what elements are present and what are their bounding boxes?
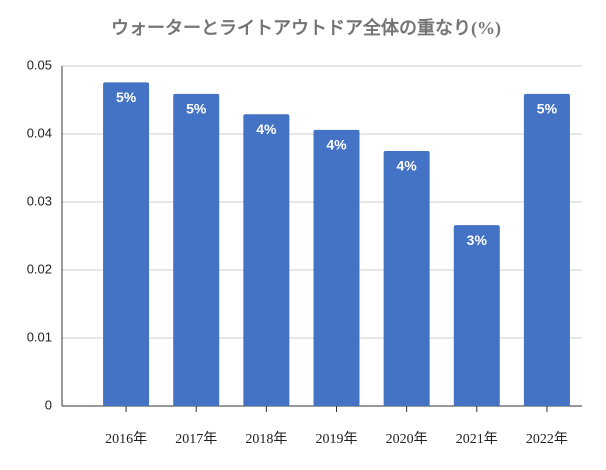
value-label: 5% bbox=[186, 101, 207, 117]
y-tick-label: 0.03 bbox=[27, 193, 52, 208]
chart-title: ウォーターとライトアウトドア全体の重なり(%) bbox=[111, 17, 501, 39]
y-tick-label: 0.05 bbox=[27, 57, 52, 72]
x-tick-label: 2020年 bbox=[386, 431, 428, 447]
x-tick-label: 2017年 bbox=[175, 431, 217, 447]
bar bbox=[523, 93, 570, 406]
y-tick-label: 0.01 bbox=[27, 329, 52, 344]
value-label: 5% bbox=[116, 89, 137, 105]
y-tick-label: 0.04 bbox=[27, 125, 52, 140]
x-tick-label: 2016年 bbox=[105, 431, 147, 447]
x-tick-label: 2022年 bbox=[526, 431, 568, 447]
value-label: 5% bbox=[537, 101, 558, 117]
bar bbox=[453, 225, 500, 406]
x-tick-label: 2018年 bbox=[245, 431, 287, 447]
value-label: 4% bbox=[397, 158, 418, 174]
bar bbox=[383, 151, 430, 406]
bar bbox=[313, 129, 360, 407]
bar bbox=[173, 93, 220, 406]
value-label: 3% bbox=[467, 232, 488, 248]
x-tick-label: 2021年 bbox=[456, 431, 498, 447]
value-label: 4% bbox=[326, 137, 347, 153]
bar bbox=[103, 82, 150, 406]
value-label: 4% bbox=[256, 121, 277, 137]
y-tick-label: 0 bbox=[45, 397, 52, 412]
bar bbox=[243, 114, 290, 406]
x-tick-label: 2019年 bbox=[316, 431, 358, 447]
y-tick-label: 0.02 bbox=[27, 261, 52, 276]
